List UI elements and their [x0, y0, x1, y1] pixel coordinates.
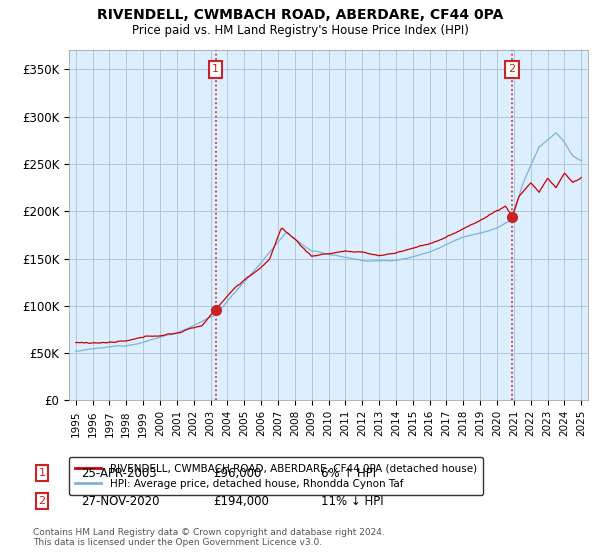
Text: £96,000: £96,000	[213, 466, 262, 480]
Text: 11% ↓ HPI: 11% ↓ HPI	[321, 494, 383, 508]
Text: 25-APR-2003: 25-APR-2003	[81, 466, 157, 480]
Text: Contains HM Land Registry data © Crown copyright and database right 2024.
This d: Contains HM Land Registry data © Crown c…	[33, 528, 385, 547]
Text: 6% ↑ HPI: 6% ↑ HPI	[321, 466, 376, 480]
Text: £194,000: £194,000	[213, 494, 269, 508]
Text: RIVENDELL, CWMBACH ROAD, ABERDARE, CF44 0PA: RIVENDELL, CWMBACH ROAD, ABERDARE, CF44 …	[97, 8, 503, 22]
Text: 2: 2	[38, 496, 46, 506]
Text: 1: 1	[212, 64, 219, 74]
Text: 27-NOV-2020: 27-NOV-2020	[81, 494, 160, 508]
Legend: RIVENDELL, CWMBACH ROAD, ABERDARE, CF44 0PA (detached house), HPI: Average price: RIVENDELL, CWMBACH ROAD, ABERDARE, CF44 …	[69, 457, 483, 495]
Text: Price paid vs. HM Land Registry's House Price Index (HPI): Price paid vs. HM Land Registry's House …	[131, 24, 469, 36]
Text: 2: 2	[509, 64, 516, 74]
Text: 1: 1	[38, 468, 46, 478]
